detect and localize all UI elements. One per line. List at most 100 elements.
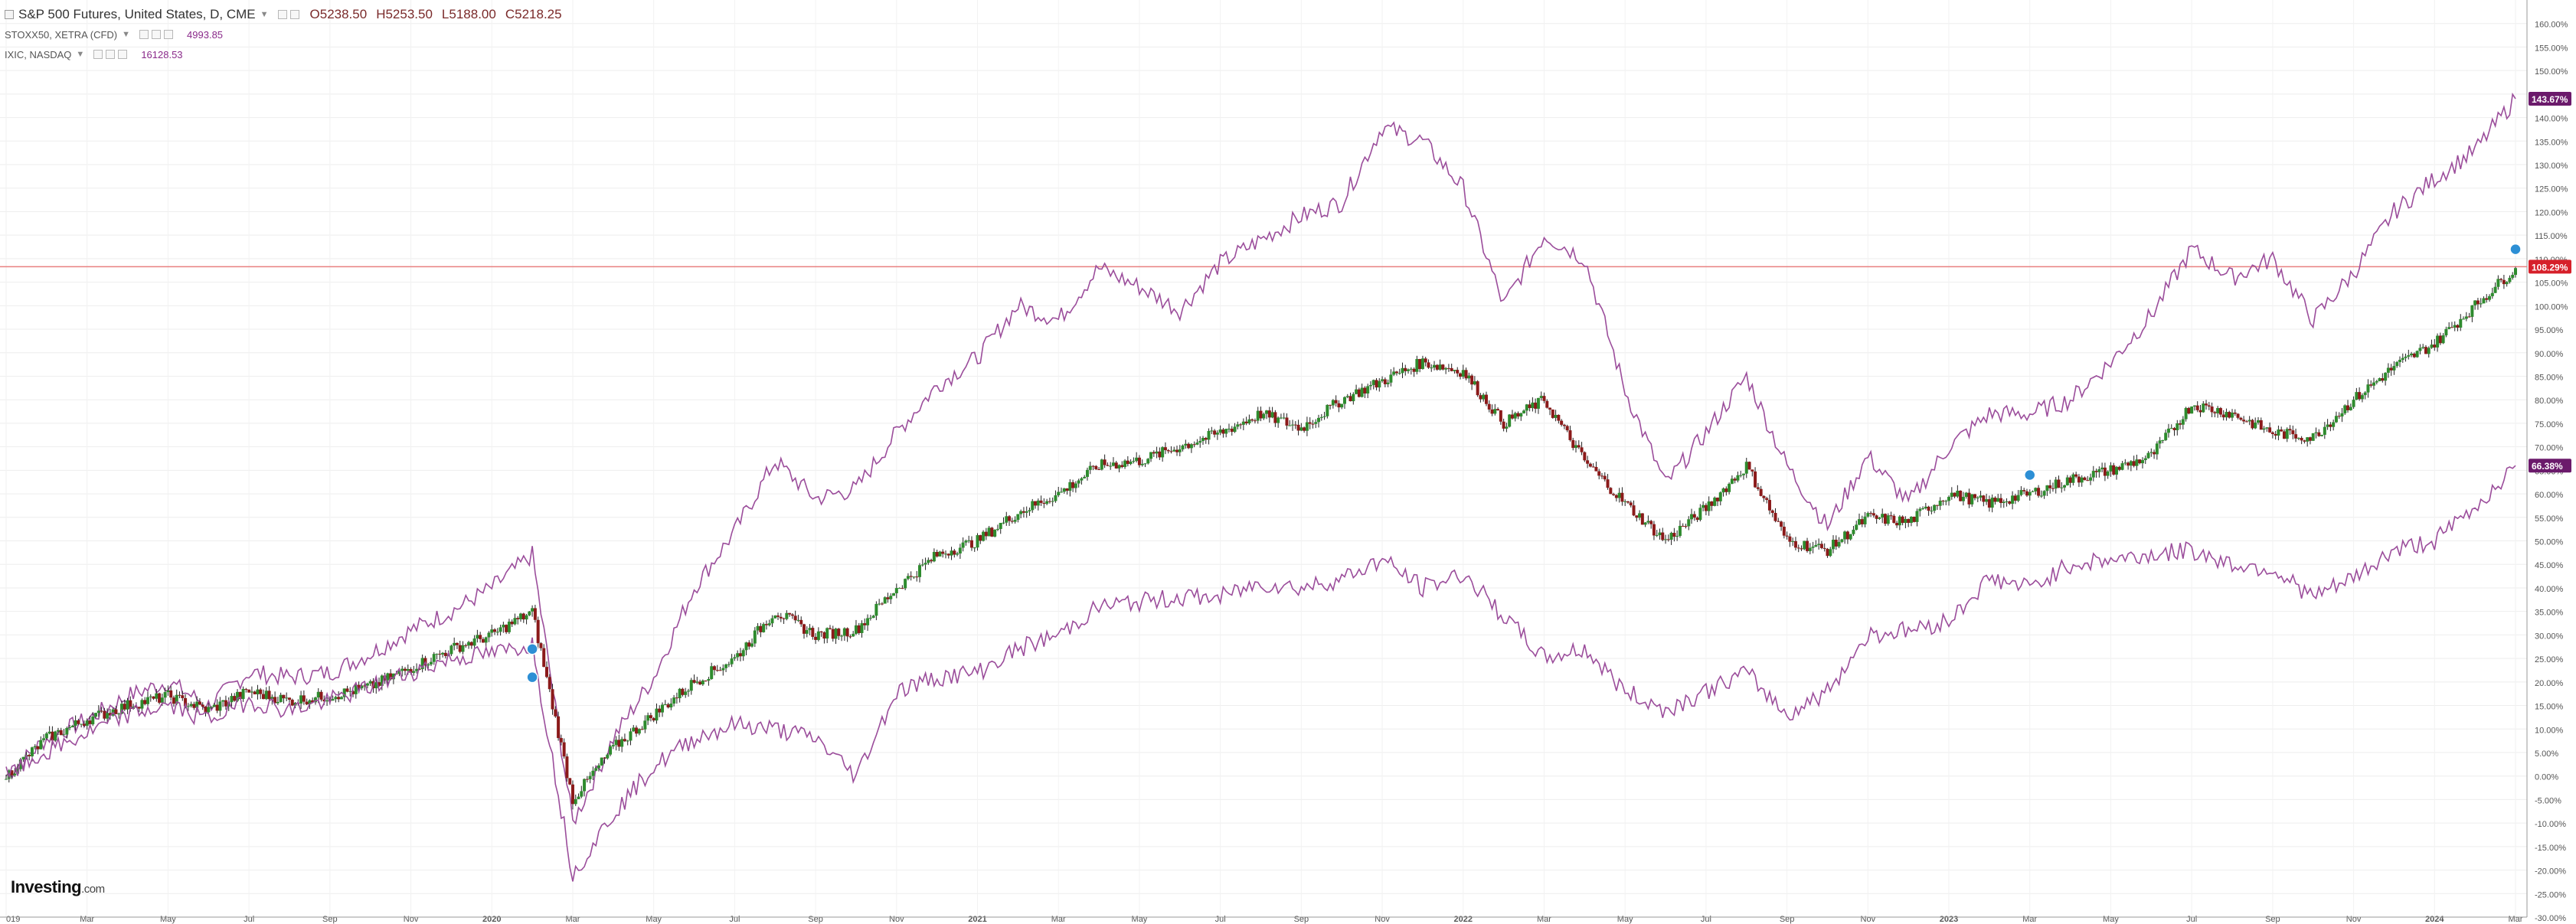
candle-body [1303,427,1306,431]
settings-series-icon[interactable] [106,50,116,59]
settings-series-icon[interactable] [152,30,162,39]
candle-body [2161,439,2165,441]
candle-body [976,535,979,548]
candle-body [689,680,693,691]
y-tick-label: 85.00% [2535,373,2564,382]
candle-body [1690,514,1694,520]
candle-body [270,697,274,700]
candle-body [1739,475,1743,476]
candle-body [542,648,546,668]
candle-body [1221,429,1225,434]
candle-body [738,653,742,657]
candle-body [1031,501,1035,511]
candle-body [1733,478,1737,481]
candle-body [993,529,997,537]
candle-body [1586,460,1590,464]
candle-body [2210,406,2214,413]
candle-body [1895,522,1899,526]
candle-body [779,616,783,619]
hide-series-icon[interactable] [139,30,149,39]
candle-body [2008,501,2012,504]
chevron-down-icon[interactable]: ▼ [122,30,131,39]
candle-body [368,681,372,684]
candle-body [533,608,537,620]
candle-body [1126,460,1129,465]
candle-body [487,632,491,638]
candle-body [308,700,312,705]
candle-body [145,697,149,704]
collapse-toggle-icon[interactable] [5,10,14,19]
candle-body [285,697,289,699]
candle-body [623,739,626,742]
candle-body [1123,460,1127,468]
candle-body [762,624,766,632]
candle-body [2493,286,2497,293]
candle-body [1371,380,1375,385]
hide-series-icon[interactable] [93,50,103,59]
candle-body [2424,347,2427,354]
candle-body [417,668,421,670]
value-badge-label: 66.38% [2532,461,2563,472]
candle-body [727,664,731,665]
candle-body [2303,440,2306,442]
candle-body [953,550,956,555]
candle-body [2074,474,2078,477]
candle-body [1424,358,1427,363]
candle-body [999,523,1002,529]
candle-body [845,628,849,637]
candle-body [2251,420,2254,429]
candle-body [2091,471,2095,478]
x-tick-label: Jul [244,915,254,924]
candle-body [2071,474,2075,483]
candle-body [1785,535,1789,537]
candle-body [1655,535,1659,537]
candle-body [1574,445,1578,449]
candle-body [1430,367,1433,369]
candle-body [2456,325,2460,328]
candle-body [1947,497,1951,501]
candle-body [2415,351,2419,358]
candle-body [1042,502,1046,504]
candle-body [1068,482,1072,491]
candle-body [1326,404,1329,416]
candle-body [195,701,199,708]
candle-body [967,540,971,541]
candle-body [1508,414,1512,427]
candle-body [2329,424,2332,427]
x-tick-label: Mar [2022,915,2037,924]
candle-body [1499,410,1502,422]
remove-series-icon[interactable] [118,50,128,59]
candle-body [1996,498,2000,502]
candle-body [1175,449,1179,452]
remove-series-icon[interactable] [164,30,174,39]
candle-body [2256,420,2260,423]
candle-body [2164,433,2168,440]
candle-body [1435,364,1439,370]
chevron-down-icon[interactable]: ▼ [260,10,269,19]
candle-body [1747,462,1751,470]
candle-body [1886,515,1890,524]
candle-body [611,745,615,746]
investing-logo: Investing.com [11,877,105,896]
candle-body [979,535,982,541]
candle-body [2366,384,2370,393]
value-badge-label: 108.29% [2532,262,2568,273]
candle-body [1401,367,1404,374]
settings-series-icon[interactable] [289,10,299,19]
candle-body [1554,414,1558,418]
candle-body [1834,540,1838,547]
candle-body [715,670,719,671]
chevron-down-icon[interactable]: ▼ [76,50,85,59]
y-tick-label: 105.00% [2535,279,2568,289]
candle-body [935,551,939,557]
candle-body [1698,508,1702,521]
x-tick-label: May [646,915,662,924]
candle-body [525,615,528,620]
x-tick-label: 019 [6,915,20,924]
candle-body [481,638,485,643]
candle-body [2068,477,2072,483]
candle-body [1201,438,1205,442]
candle-body [1163,447,1167,451]
hide-series-icon[interactable] [277,10,287,19]
